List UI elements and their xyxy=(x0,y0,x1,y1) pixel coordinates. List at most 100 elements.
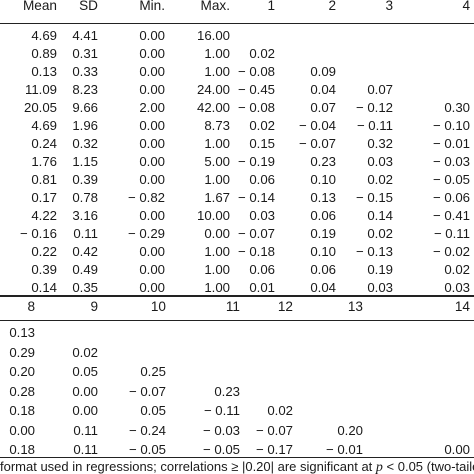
column-header: Mean xyxy=(22,0,57,13)
table-cell: 0.22 xyxy=(31,244,57,259)
table-cell: 0.00 xyxy=(444,442,470,457)
column-header: 12 xyxy=(277,299,293,314)
column-header: 9 xyxy=(90,299,98,314)
table-cell: 4.69 xyxy=(31,28,57,43)
table-cell: 0.18 xyxy=(9,442,35,457)
bottom-rule xyxy=(0,457,474,458)
table-cell: 0.03 xyxy=(367,154,393,169)
table-cell: 1.00 xyxy=(204,172,230,187)
column-header: 3 xyxy=(385,0,393,13)
table-cell: − 0.03 xyxy=(432,154,470,169)
table-row: 4.69 1.96 0.00 8.73 0.02 − 0.04 − 0.11 − 0.10 xyxy=(0,116,474,136)
table-cell: − 0.10 xyxy=(432,118,470,133)
table-cell: 9.66 xyxy=(72,100,98,115)
column-header: 2 xyxy=(328,0,336,13)
table-cell: 2.00 xyxy=(139,100,165,115)
table-row: 0.17 0.78 − 0.82 1.67 − 0.14 0.13 − 0.15 − 0.06 xyxy=(0,188,474,208)
table-cell: 0.00 xyxy=(139,208,165,223)
table-cell: 0.00 xyxy=(204,226,230,241)
table-cell: − 0.11 xyxy=(356,118,393,133)
table-cell: 0.00 xyxy=(139,172,165,187)
table-cell: − 0.11 xyxy=(433,226,470,241)
table-cell: − 0.06 xyxy=(432,190,470,205)
table-cell: 0.06 xyxy=(249,172,275,187)
table-cell: − 0.18 xyxy=(237,244,275,259)
top-table-header: Mean SD Min. Max. 1 2 3 4 xyxy=(0,0,474,16)
table-cell: 0.11 xyxy=(73,442,98,457)
table-cell: 0.00 xyxy=(9,422,35,438)
table-cell: 0.03 xyxy=(367,280,393,295)
table-cell: 0.13 xyxy=(31,64,57,79)
table-cell: − 0.19 xyxy=(237,154,275,169)
table-cell: − 0.07 xyxy=(298,136,336,151)
table-cell: 0.11 xyxy=(73,422,98,438)
column-header: SD xyxy=(79,0,98,13)
table-cell: 0.19 xyxy=(367,262,393,277)
table-cell: − 0.45 xyxy=(237,82,275,97)
table-cell: 0.17 xyxy=(31,190,57,205)
table-cell: − 0.24 xyxy=(128,422,166,438)
table-cell: 0.49 xyxy=(72,262,98,277)
table-cell: 0.23 xyxy=(310,154,336,169)
table-cell: 42.00 xyxy=(196,100,230,115)
table-cell: 1.00 xyxy=(204,244,230,259)
table-cell: 1.15 xyxy=(72,154,98,169)
table-cell: 0.25 xyxy=(140,364,166,379)
table-cell: 0.20 xyxy=(337,422,363,438)
table-cell: 0.00 xyxy=(139,118,165,133)
table-cell: 0.02 xyxy=(249,46,275,61)
table-cell: 1.96 xyxy=(72,118,98,133)
table-cell: 0.33 xyxy=(72,64,98,79)
table-cell: 0.81 xyxy=(31,172,57,187)
table-cell: 0.30 xyxy=(444,100,470,115)
table-cell: − 0.07 xyxy=(237,226,275,241)
table-cell: 0.02 xyxy=(267,403,293,418)
table-cell: − 0.41 xyxy=(432,208,470,223)
table-cell: 0.00 xyxy=(72,403,98,418)
table-cell: − 0.12 xyxy=(355,100,393,115)
footnote-lead: format used in regressions; correlations… xyxy=(0,459,376,474)
table-row: 0.18 0.11 − 0.05 − 0.05 − 0.17 − 0.01 0.00 xyxy=(0,440,474,460)
column-header: 10 xyxy=(150,299,166,314)
table-cell: − 0.05 xyxy=(128,442,166,457)
table-footnote: format used in regressions; correlations… xyxy=(0,459,474,474)
column-header: 8 xyxy=(27,299,35,314)
table-cell: 1.00 xyxy=(204,46,230,61)
footnote-tail: < 0.05 (two-tailed) xyxy=(386,459,474,474)
table-cell: 0.18 xyxy=(9,403,35,418)
table-cell: 0.23 xyxy=(214,383,240,399)
table-cell: 0.02 xyxy=(249,118,275,133)
table-cell: 1.76 xyxy=(31,154,57,169)
table-cell: 0.02 xyxy=(367,172,393,187)
table-cell: 0.03 xyxy=(249,208,275,223)
table-cell: 0.78 xyxy=(72,190,98,205)
table-cell: 0.42 xyxy=(72,244,98,259)
column-header: 4 xyxy=(462,0,470,13)
table-cell: 1.00 xyxy=(204,280,230,295)
table-cell: 0.89 xyxy=(31,46,57,61)
table-cell: 4.22 xyxy=(31,208,57,223)
section-divider xyxy=(0,295,474,297)
table-cell: 0.39 xyxy=(31,262,57,277)
table-cell: − 0.29 xyxy=(127,226,165,241)
table-cell: 0.32 xyxy=(72,136,98,151)
table-cell: 0.00 xyxy=(139,136,165,151)
table-row: 4.69 4.41 0.00 16.00 xyxy=(0,26,474,46)
table-cell: 0.00 xyxy=(139,262,165,277)
table-cell: 0.39 xyxy=(72,172,98,187)
table-cell: − 0.82 xyxy=(127,190,165,205)
table-row: 0.39 0.49 0.00 1.00 0.06 0.06 0.19 0.02 xyxy=(0,260,474,280)
table-row: 4.22 3.16 0.00 10.00 0.03 0.06 0.14 − 0.41 xyxy=(0,206,474,226)
bottom-header-rule xyxy=(0,320,474,321)
table-row: 0.22 0.42 0.00 1.00 − 0.18 0.10 − 0.13 − 0.02 xyxy=(0,242,474,262)
table-cell: 0.01 xyxy=(249,280,275,295)
table-cell: 0.02 xyxy=(72,344,98,360)
table-row: 0.81 0.39 0.00 1.00 0.06 0.10 0.02 − 0.05 xyxy=(0,170,474,190)
table-cell: 0.10 xyxy=(310,172,336,187)
table-cell: 0.06 xyxy=(310,208,336,223)
header-rule xyxy=(0,23,474,24)
table-cell: 0.03 xyxy=(444,280,470,295)
table-cell: − 0.14 xyxy=(237,190,275,205)
table-cell: 0.24 xyxy=(31,136,57,151)
